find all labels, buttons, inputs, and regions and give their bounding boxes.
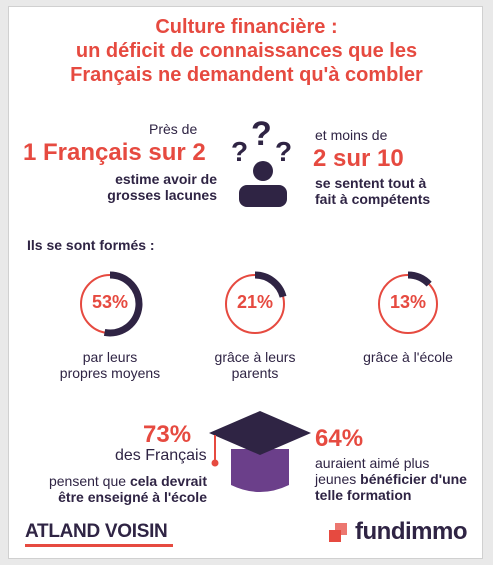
donut-parents-caption-2: parents xyxy=(231,365,279,381)
bottom-right-big: 64% xyxy=(315,425,364,452)
donut-own-means-caption-2: propres moyens xyxy=(59,365,161,381)
bottom-right-line-2-pre: jeunes xyxy=(315,471,361,487)
title-line-2: un déficit de connaissances que les xyxy=(75,40,418,62)
svg-text:?: ? xyxy=(275,136,292,167)
stat-right-pre: et moins de xyxy=(315,127,388,143)
svg-text:?: ? xyxy=(231,136,248,167)
bottom-left-line-1-bold: cela devrait xyxy=(129,473,207,489)
stat-right-desc-1: se sentent tout à xyxy=(315,175,427,191)
donut-school-arc xyxy=(407,271,432,287)
bottom-right-line-2-bold: bénéficier d'une xyxy=(360,471,467,487)
infographic-card: Culture financière : un déficit de conna… xyxy=(8,6,483,559)
donut-parents xyxy=(225,271,287,334)
bottom-left-line-1-pre: pensent que xyxy=(48,473,130,489)
stat-left-pre: Près de xyxy=(149,121,198,137)
svg-text:?: ? xyxy=(251,115,272,153)
training-heading: Ils se sont formés : xyxy=(27,237,155,253)
atland-voisin-logo-underline xyxy=(25,544,173,547)
atland-voisin-logo: ATLAND VOISIN xyxy=(25,521,173,547)
bottom-left-line-1: pensent que cela devrait xyxy=(23,473,207,489)
bottom-right-line-2: jeunes bénéficier d'une xyxy=(315,471,467,487)
training-donuts xyxy=(80,271,438,337)
donut-parents-arc xyxy=(254,271,287,298)
donut-school xyxy=(378,271,438,334)
atland-voisin-logo-text: ATLAND VOISIN xyxy=(25,521,168,542)
donut-own-means-caption-1: par leurs xyxy=(82,349,138,365)
stat-right-desc-2: fait à compétents xyxy=(315,191,431,207)
donut-own-means-arc xyxy=(103,271,143,337)
bottom-left-big: 73% xyxy=(143,421,192,448)
donut-own-means xyxy=(80,271,143,337)
donut-school-caption-1: grâce à l'école xyxy=(363,349,453,365)
stat-left-big: 1 Français sur 2 xyxy=(23,139,206,166)
donut-own-means-percent: 53% xyxy=(91,292,129,312)
title-line-1: Culture financière : xyxy=(155,16,338,38)
donut-school-percent: 13% xyxy=(389,292,427,312)
title-line-3: Français ne demandent qu'à combler xyxy=(70,64,423,86)
bottom-left-sub: des Français xyxy=(115,447,207,464)
fundimmo-logo-mark xyxy=(329,523,349,543)
bottom-left-line-2: être enseigné à l'école xyxy=(58,489,207,505)
graduation-cap-icon xyxy=(205,405,315,499)
donut-parents-percent: 21% xyxy=(236,292,274,312)
fundimmo-logo-text: fundimmo xyxy=(355,518,467,545)
donut-parents-caption-1: grâce à leurs xyxy=(214,349,296,365)
stat-right-big: 2 sur 10 xyxy=(313,145,404,172)
stat-left-desc-2: grosses lacunes xyxy=(107,187,217,203)
bottom-right-line-1: auraient aimé plus xyxy=(315,455,430,471)
bottom-right-line-3: telle formation xyxy=(315,487,412,503)
person-questions-icon: ? ? ? xyxy=(221,115,307,207)
stat-left-desc-1: estime avoir de xyxy=(115,171,217,187)
